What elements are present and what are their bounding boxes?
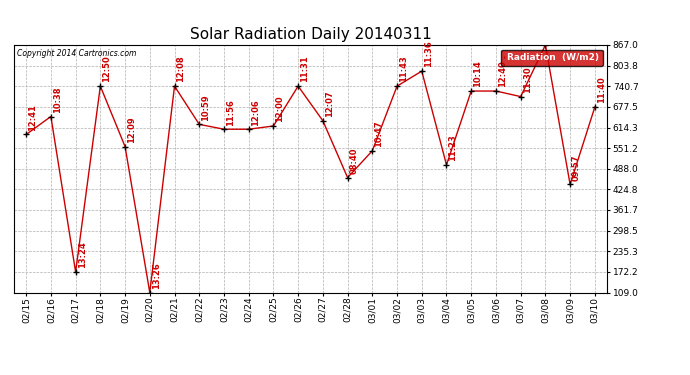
Text: 12:06: 12:06 [250, 99, 259, 126]
Text: 10:47: 10:47 [374, 120, 383, 147]
Text: Copyright 2014 Cartronics.com: Copyright 2014 Cartronics.com [17, 49, 136, 58]
Legend: Radiation  (W/m2): Radiation (W/m2) [501, 50, 602, 66]
Text: 08:40: 08:40 [350, 147, 359, 174]
Text: 09:57: 09:57 [572, 154, 581, 181]
Title: Solar Radiation Daily 20140311: Solar Radiation Daily 20140311 [190, 27, 431, 42]
Text: 11:23: 11:23 [448, 134, 457, 161]
Text: 12:40: 12:40 [498, 61, 507, 87]
Text: 10:38: 10:38 [53, 86, 62, 113]
Text: 11:56: 11:56 [226, 99, 235, 126]
Text: 11:31: 11:31 [300, 56, 309, 82]
Text: 11:40: 11:40 [597, 76, 606, 104]
Text: 13:24: 13:24 [77, 242, 86, 268]
Text: 11:30: 11:30 [522, 66, 531, 93]
Text: 11:36: 11:36 [424, 40, 433, 68]
Text: 10:59: 10:59 [201, 94, 210, 121]
Text: 12:08: 12:08 [177, 56, 186, 82]
Text: 12:00: 12:00 [275, 96, 284, 122]
Text: 10:14: 10:14 [473, 61, 482, 87]
Text: 12:09: 12:09 [127, 116, 136, 143]
Text: 12:50: 12:50 [102, 56, 111, 82]
Text: 11:43: 11:43 [399, 56, 408, 82]
Text: 12:41: 12:41 [28, 104, 37, 131]
Text: 13:26: 13:26 [152, 262, 161, 289]
Text: 12:07: 12:07 [325, 90, 334, 117]
